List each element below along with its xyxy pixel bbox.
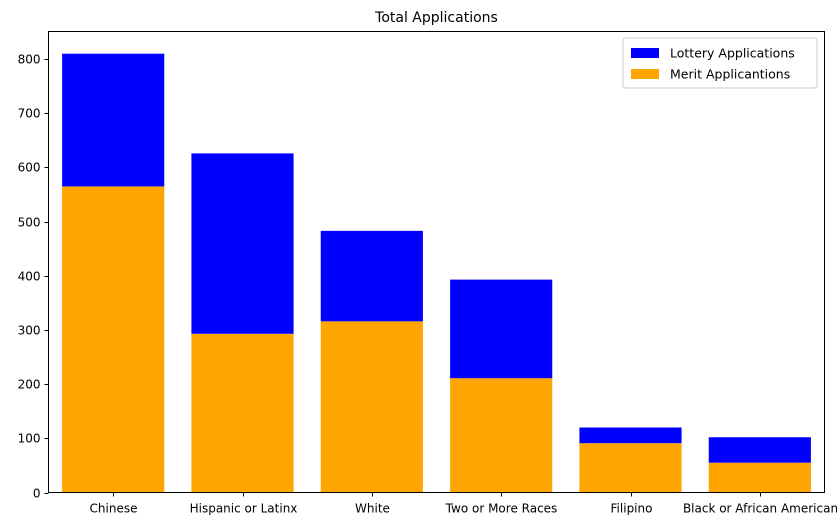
bar-lottery-0 [62, 53, 165, 187]
bar-lottery-3 [450, 279, 553, 379]
legend-swatch [631, 48, 659, 58]
x-tick-label: Chinese [90, 502, 138, 516]
y-tick-label: 0 [33, 487, 41, 501]
y-axis-ticks: 0 100 200 300 400 500 600 700 800 [18, 53, 49, 501]
x-tick-label: Black or African American [683, 502, 837, 516]
bar-lottery-1 [191, 153, 294, 334]
plot-frame [48, 31, 825, 493]
legend-label: Lottery Applications [670, 46, 795, 61]
bar-lottery-5 [708, 437, 811, 463]
y-tick-label: 100 [18, 432, 41, 446]
y-tick-label: 200 [18, 378, 41, 392]
bar-lottery-2 [320, 230, 423, 322]
bar-merit-2 [320, 321, 423, 493]
legend-swatch [631, 69, 659, 79]
y-tick-label: 400 [18, 270, 41, 284]
y-tick-label: 300 [18, 324, 41, 338]
y-tick-label: 800 [18, 53, 41, 67]
x-tick-label: White [355, 502, 390, 516]
legend: Lottery Applications Merit Applicantions [622, 37, 818, 89]
bar-merit-4 [579, 443, 682, 493]
bar-merit-5 [708, 462, 811, 493]
x-tick-label: Filipino [611, 502, 653, 516]
bar-merit-1 [191, 333, 294, 493]
bar-lottery-4 [579, 427, 682, 444]
y-tick-label: 500 [18, 216, 41, 230]
axes-layer [48, 31, 825, 493]
bars-layer [62, 53, 811, 493]
x-tick-label: Hispanic or Latinx [190, 502, 298, 516]
chart-title: Total Applications [374, 10, 498, 26]
bar-merit-3 [450, 378, 553, 493]
x-tick-label: Two or More Races [445, 502, 558, 516]
y-tick-label: 600 [18, 161, 41, 175]
bar-merit-0 [62, 186, 165, 493]
y-tick-label: 700 [18, 107, 41, 121]
x-axis-ticks: Chinese Hispanic or Latinx White Two or Mor… [90, 492, 837, 516]
legend-label: Merit Applicantions [670, 67, 790, 82]
legend-frame [622, 37, 818, 89]
